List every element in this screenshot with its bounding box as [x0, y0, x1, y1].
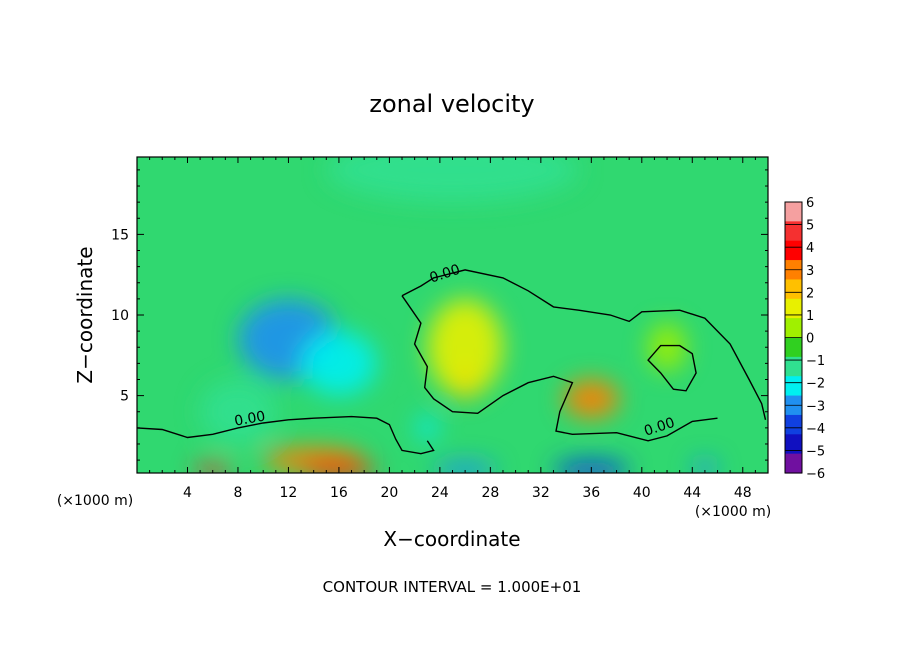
- x-tick-label: 48: [734, 485, 752, 501]
- x-tick-label: 8: [233, 485, 242, 501]
- colorbar-label: −2: [806, 377, 825, 392]
- field-feature: [417, 414, 438, 441]
- field-feature: [200, 379, 276, 444]
- x-tick-label: 36: [582, 485, 600, 501]
- colorbar-swatch: [785, 337, 802, 358]
- field-feature: [326, 157, 579, 203]
- y-axis-label: Z−coordinate: [73, 246, 97, 383]
- colorbar-label: −3: [806, 399, 825, 414]
- colorbar-swatch: [785, 221, 802, 242]
- x-tick-label: 20: [380, 485, 398, 501]
- field-feature: [427, 298, 503, 396]
- zero-contour-loop: [647, 344, 697, 392]
- x-tick-label: 32: [532, 485, 550, 501]
- colorbar-swatch: [785, 240, 802, 261]
- x-unit-left: (×1000 m): [57, 493, 133, 509]
- colorbar-label: 2: [806, 286, 814, 301]
- colorbar-swatch: [785, 434, 802, 455]
- zero-contour-line: [401, 269, 767, 420]
- x-tick-label: 16: [330, 485, 348, 501]
- colorbar-swatch: [785, 202, 802, 222]
- x-tick-label: 4: [183, 485, 192, 501]
- colorbar-label: 0: [806, 332, 814, 347]
- colorbar-label: 1: [806, 309, 814, 324]
- contour-label: 0.00: [233, 408, 266, 429]
- x-tick-label: 28: [481, 485, 499, 501]
- colorbar-swatch: [785, 453, 802, 474]
- x-axis-label: X−coordinate: [383, 527, 520, 551]
- field-feature: [692, 460, 718, 473]
- colorbar-label: 5: [806, 219, 814, 234]
- zero-contour-line: [137, 415, 435, 455]
- y-tick-label: 10: [111, 308, 129, 324]
- colorbar-swatch: [785, 298, 802, 319]
- colorbar-label: −6: [806, 467, 825, 482]
- contour-interval-text: CONTOUR INTERVAL = 1.000E+01: [323, 578, 582, 596]
- colorbar-swatch: [785, 318, 802, 339]
- x-tick-label: 44: [683, 485, 701, 501]
- colorbar-swatch: [785, 414, 802, 435]
- field-feature: [301, 331, 377, 396]
- colorbar-label: 4: [806, 241, 814, 256]
- colorbar-label: −4: [806, 422, 825, 437]
- heatmap-field: 0.000.000.00: [137, 157, 768, 473]
- field-feature: [193, 463, 232, 473]
- zero-contour-line: [401, 295, 718, 442]
- colorbar-swatch: [785, 376, 802, 397]
- colorbar-label: 6: [806, 196, 814, 211]
- colorbar-label: −5: [806, 444, 825, 459]
- x-tick-label: 12: [280, 485, 298, 501]
- colorbar-swatch: [785, 356, 802, 377]
- field-feature: [563, 379, 620, 419]
- field-feature: [433, 461, 497, 473]
- x-tick-label: 24: [431, 485, 449, 501]
- y-tick-label: 5: [120, 389, 129, 405]
- y-tick-label: 15: [111, 227, 129, 243]
- x-tick-label: 40: [633, 485, 651, 501]
- field-feature: [648, 323, 686, 372]
- colorbar-swatch: [785, 279, 802, 300]
- x-unit-right: (×1000 m): [695, 504, 771, 520]
- colorbar-label: 3: [806, 264, 814, 279]
- chart-title: zonal velocity: [369, 90, 534, 118]
- colorbar-label: −1: [806, 354, 825, 369]
- field-feature: [553, 460, 630, 473]
